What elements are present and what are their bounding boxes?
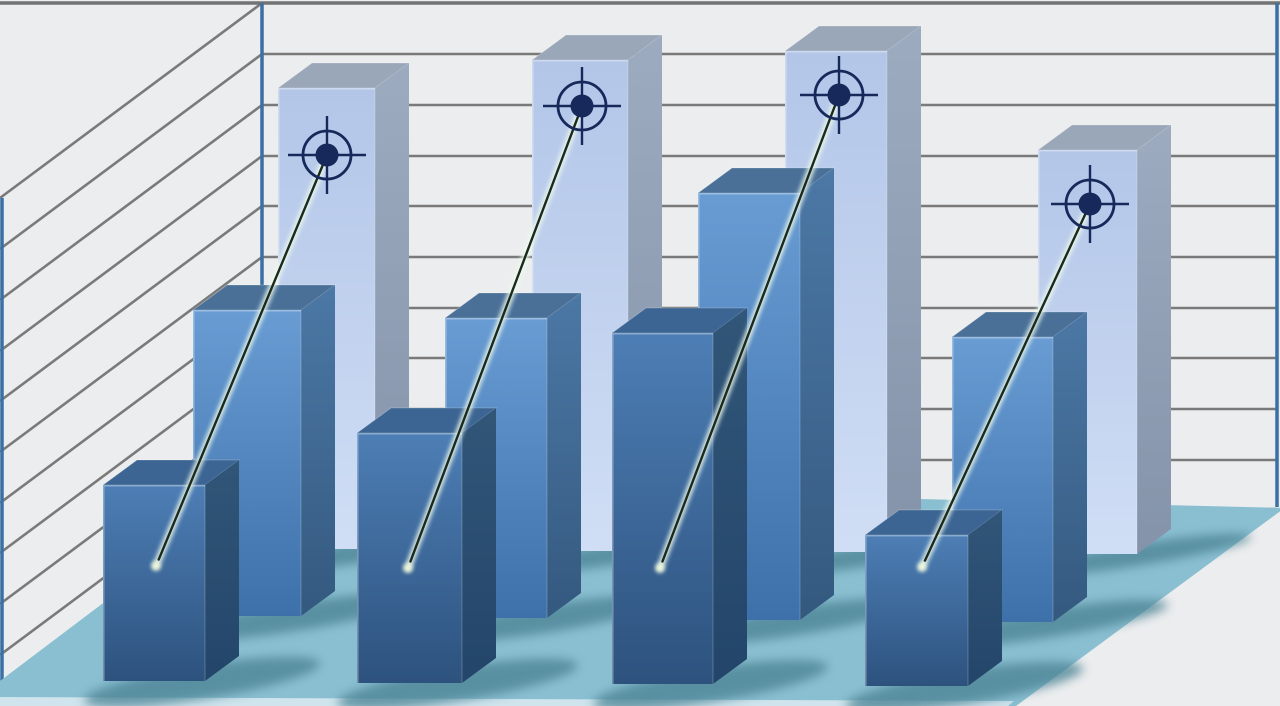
trend-line — [151, 151, 331, 571]
bar-side-face — [887, 26, 921, 552]
trend-line — [403, 102, 586, 573]
left-wall-gridline — [0, 204, 263, 403]
floor-front-strip — [0, 697, 1014, 706]
bar-side-face — [1053, 312, 1087, 622]
crosshair-bullseye — [315, 143, 339, 167]
bar-side-face — [713, 308, 747, 684]
bar-side-face — [547, 293, 581, 618]
bar-edge-highlight — [612, 333, 713, 684]
trend-line — [917, 200, 1094, 572]
bar-front-face — [612, 333, 713, 684]
trend-line-end-glow — [403, 563, 413, 573]
bar-shadow — [337, 658, 578, 706]
crosshair-bullseye — [827, 83, 851, 107]
crosshair-ring — [301, 129, 353, 181]
left-wall-gridline — [0, 1, 263, 200]
bar-front-3 — [610, 307, 749, 684]
bar-front-4 — [863, 509, 1004, 686]
trend-line — [655, 91, 843, 573]
left-wall-gridline — [0, 52, 263, 251]
crosshair-ring — [1064, 178, 1116, 230]
bar-side-face — [462, 408, 496, 683]
crosshair-ring — [556, 80, 608, 132]
bar-edge-highlight — [103, 485, 205, 681]
bar-side-face — [800, 168, 834, 620]
bar-side-face — [301, 285, 335, 616]
bar-front-face — [103, 485, 205, 681]
trend-line-core — [923, 202, 1092, 562]
target-crosshair-icon — [800, 56, 878, 134]
target-crosshair-icon — [1051, 165, 1129, 243]
trend-line-core — [409, 104, 584, 563]
bar-side-face — [205, 460, 239, 681]
bar-front-2 — [355, 407, 498, 683]
left-wall-gridline — [0, 154, 263, 353]
crosshair-bullseye — [1078, 192, 1102, 216]
crosshair-bullseye — [570, 94, 594, 118]
bar-shadow — [593, 659, 828, 706]
bar-shadow — [845, 661, 1084, 706]
trend-line-end-glow — [655, 563, 665, 573]
target-crosshair-icon — [288, 116, 366, 194]
left-wall-gridline — [0, 103, 263, 302]
trend-line-end-glow — [151, 561, 161, 571]
trend-line-core — [661, 93, 841, 563]
bar-side-face — [968, 510, 1002, 686]
bar-front-face — [865, 535, 968, 686]
bar-shadow — [84, 656, 320, 706]
trend-line-end-glow — [917, 562, 927, 572]
bar-front-1 — [101, 459, 241, 681]
target-crosshair-icon — [543, 67, 621, 145]
crosshair-ring — [813, 69, 865, 121]
bar-side-face — [1137, 125, 1171, 554]
bar-edge-highlight — [357, 433, 462, 683]
left-wall-gridline — [0, 255, 263, 454]
trend-line-core — [157, 153, 329, 561]
